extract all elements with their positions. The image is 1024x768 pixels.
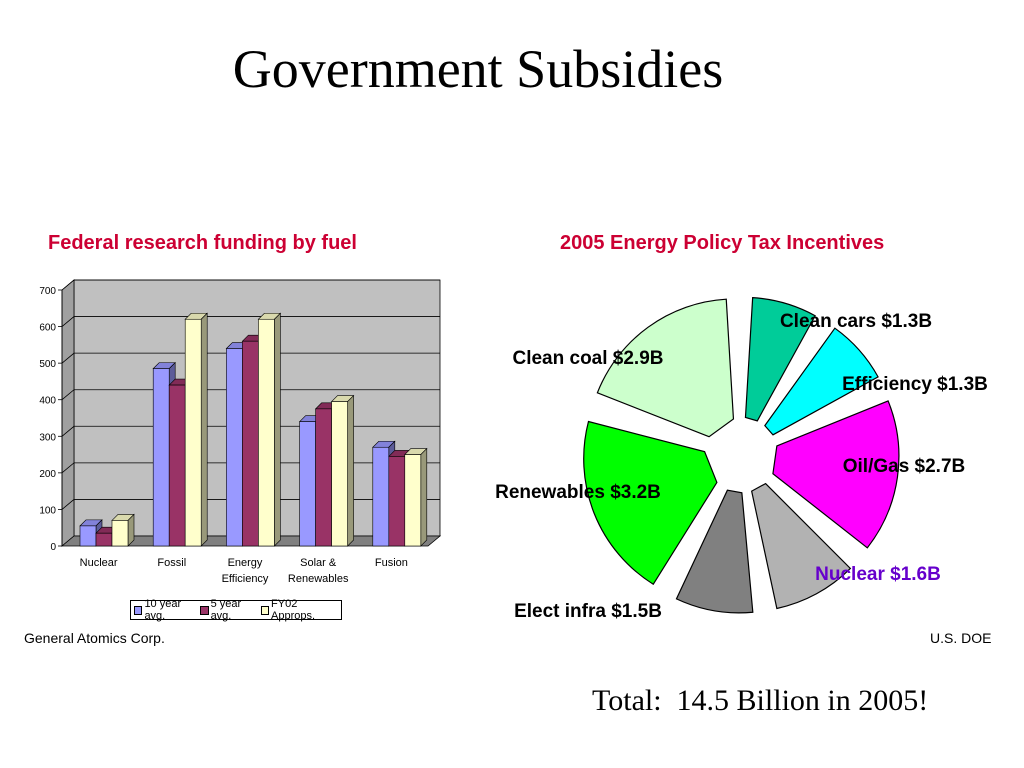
legend-item: 5 year avg. <box>200 598 260 622</box>
bar-front <box>111 520 129 547</box>
x-tick-label: Renewables <box>288 573 349 585</box>
bar-front <box>258 318 275 547</box>
y-tick-label: 300 <box>39 432 56 443</box>
total-text: Total: 14.5 Billion in 2005! <box>592 684 929 717</box>
bar-chart-title: Federal research funding by fuel <box>48 232 357 254</box>
y-tick-label: 100 <box>39 505 56 516</box>
pie-slice <box>675 489 754 614</box>
y-tick-label: 0 <box>50 542 56 553</box>
legend-swatch <box>134 605 143 615</box>
pie-slice-label: Renewables $3.2B <box>495 482 661 503</box>
legend-item: FY02 Approps. <box>260 598 338 622</box>
bar <box>404 447 428 547</box>
pie-chart-title: 2005 Energy Policy Tax Incentives <box>560 232 885 254</box>
bar <box>330 394 355 547</box>
credit-right: U.S. DOE <box>930 630 992 646</box>
y-tick-label: 400 <box>39 396 56 407</box>
x-tick-label: Efficiency <box>222 573 269 585</box>
pie-slice-label: Clean coal $2.9B <box>512 348 663 369</box>
bar <box>257 312 282 547</box>
pie-slice-label: Nuclear $1.6B <box>815 564 941 585</box>
pie-slice-label: Clean cars $1.3B <box>780 311 932 332</box>
gridline <box>61 389 440 401</box>
bar-front <box>331 401 348 547</box>
legend-label: 5 year avg. <box>210 598 242 622</box>
pie-slice <box>772 400 900 549</box>
pie-slice <box>583 420 718 586</box>
pie-slice <box>750 482 852 610</box>
pie-slice-label: Efficiency $1.3B <box>842 374 988 395</box>
bar-front <box>404 454 422 547</box>
pie-slice <box>764 327 879 436</box>
credit-left: General Atomics Corp. <box>24 630 165 646</box>
pie-slice-label: Oil/Gas $2.7B <box>843 456 966 477</box>
bar-chart-legend: 10 year avg. 5 year avg. FY02 Approps. <box>130 598 342 622</box>
legend-swatch <box>200 605 209 615</box>
legend-item: 10 year avg. <box>134 598 200 622</box>
bar <box>184 312 208 547</box>
y-tick-label: 500 <box>39 359 56 370</box>
gridline <box>61 279 440 291</box>
y-tick-label: 600 <box>39 323 56 334</box>
x-tick-label: Solar & <box>300 557 337 569</box>
gridline <box>61 316 440 327</box>
slide-title: Government Subsidies <box>232 39 724 99</box>
x-tick-label: Energy <box>228 557 263 569</box>
y-tick-label: 700 <box>39 286 56 297</box>
legend-label: 10 year avg. <box>144 598 182 622</box>
y-tick-label: 200 <box>39 469 56 480</box>
pie-slice-label: Elect infra $1.5B <box>514 601 662 622</box>
bar <box>111 513 135 547</box>
legend-swatch <box>260 605 270 615</box>
bar-front <box>184 318 202 547</box>
gridline <box>61 352 440 364</box>
x-tick-label: Nuclear <box>80 557 118 569</box>
legend-label: FY02 Approps. <box>271 598 316 622</box>
pie-slice <box>744 297 816 422</box>
x-tick-label: Fossil <box>157 557 186 569</box>
x-tick-label: Fusion <box>375 557 408 569</box>
pie-slice <box>596 298 735 438</box>
